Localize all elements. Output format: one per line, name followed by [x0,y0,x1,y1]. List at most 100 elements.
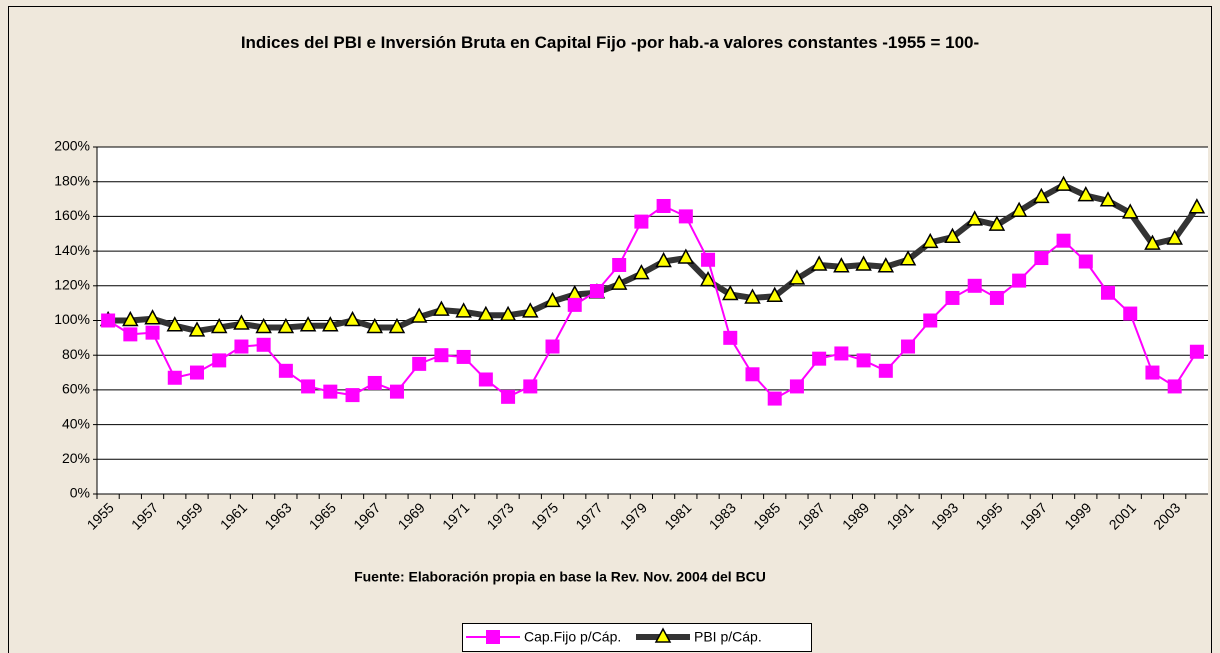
y-tick-label: 80% [62,346,90,362]
x-tick-label: 1957 [128,499,161,532]
point [299,316,317,332]
point [522,302,539,318]
point [589,284,604,299]
point [634,214,649,229]
legend-label: PBI p/Cáp. [694,629,762,645]
point [1145,365,1160,380]
point [901,339,916,354]
point [501,389,516,404]
y-tick-label: 60% [62,381,90,397]
point [633,264,650,280]
y-tick-label: 120% [54,277,90,293]
point [967,278,982,293]
y-tick-label: 200% [54,138,90,154]
x-tick-label: 1991 [883,499,916,532]
point [212,353,227,368]
point [877,257,895,273]
point [966,210,983,226]
point [234,339,249,354]
y-tick-label: 0% [70,485,90,501]
point [612,257,627,272]
point [812,351,827,366]
point [544,291,561,308]
point [545,339,560,354]
y-tick-label: 100% [54,311,90,327]
point [145,325,160,340]
point [210,317,228,334]
point [478,372,493,387]
x-tick-label: 1959 [172,499,205,532]
point [1101,285,1116,300]
point [1055,175,1072,191]
point [323,384,338,399]
point [344,310,361,327]
x-tick-label: 1989 [839,499,872,532]
point [767,391,782,406]
point [433,300,450,316]
x-tick-label: 1969 [395,499,428,532]
point [745,367,760,382]
x-tick-label: 1977 [572,499,605,532]
point [122,310,139,327]
point [610,274,628,290]
point [677,248,695,264]
point [366,317,384,334]
point [744,288,761,304]
point [322,316,339,332]
point [788,269,806,285]
point [834,346,849,361]
point [345,388,360,403]
x-tick-label: 1983 [706,499,739,532]
y-tick-label: 160% [54,207,90,223]
point [1012,273,1027,288]
point [256,337,271,352]
point [655,251,672,268]
point [389,384,404,399]
point [699,271,717,287]
point [701,252,716,267]
x-tick-label: 1973 [483,499,516,532]
chart-frame [8,6,1212,653]
point [856,353,871,368]
point [1166,229,1183,245]
y-tick-label: 180% [54,172,90,188]
point [412,356,427,371]
point [945,290,960,305]
point [233,314,250,330]
point [833,257,850,273]
point [1077,185,1095,202]
point [523,379,538,394]
point [1099,191,1117,207]
point [921,232,939,249]
point [367,375,382,390]
point [899,250,917,266]
point [255,317,272,334]
point [1078,254,1093,269]
point [855,255,872,271]
point [167,370,182,385]
x-tick-label: 1967 [350,499,383,532]
point [499,305,517,322]
point [678,209,693,224]
point [944,227,961,243]
point [1121,203,1139,219]
y-tick-label: 140% [54,242,90,258]
point [1123,306,1138,321]
point [789,379,804,394]
x-tick-label: 1995 [972,499,1005,532]
legend-label: Cap.Fijo p/Cáp. [524,629,621,645]
legend-marker [654,627,672,643]
point [1010,201,1028,217]
point [477,305,495,322]
point [123,327,138,342]
x-tick-label: 2003 [1150,499,1183,532]
point [810,255,828,271]
point [1188,198,1206,214]
point [455,302,472,318]
point [166,316,184,332]
y-tick-label: 40% [62,415,90,431]
point [1189,344,1204,359]
point [766,286,783,302]
point [278,363,293,378]
point [988,215,1006,231]
